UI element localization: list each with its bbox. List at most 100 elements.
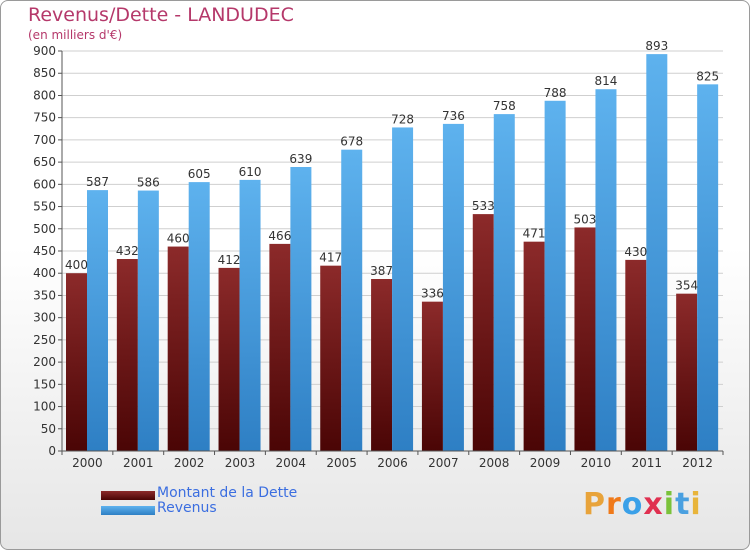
data-label-debt: 412 (218, 253, 241, 267)
data-label-revenue: 678 (340, 135, 363, 149)
data-label-debt: 336 (421, 287, 444, 301)
x-tick-label: 2010 (581, 456, 612, 470)
x-tick-label: 2005 (326, 456, 357, 470)
data-label-revenue: 605 (188, 167, 211, 181)
x-tick-label: 2003 (225, 456, 256, 470)
x-tick-label: 2012 (682, 456, 713, 470)
data-label-revenue: 825 (696, 69, 719, 83)
proxiti-logo: Proxiti (583, 487, 702, 522)
y-tick-label: 0 (48, 444, 56, 458)
logo-letter: o (621, 487, 644, 522)
bar-debt (523, 241, 545, 451)
data-label-debt: 400 (65, 258, 88, 272)
bar-revenue (239, 179, 261, 451)
y-tick-label: 600 (33, 177, 56, 191)
bar-revenue (442, 123, 464, 451)
y-tick-label: 50 (41, 422, 56, 436)
y-tick-label: 650 (33, 155, 56, 169)
x-tick-label: 2002 (174, 456, 205, 470)
y-tick-label: 400 (33, 266, 56, 280)
bar-debt (66, 273, 87, 451)
chart-subtitle: (en milliers d'€) (28, 28, 123, 42)
bar-revenue (87, 190, 108, 451)
legend-swatch-debt (101, 491, 155, 500)
data-label-debt: 430 (624, 245, 647, 259)
y-tick-label: 750 (33, 111, 56, 125)
y-tick-label: 500 (33, 222, 56, 236)
y-tick-label: 450 (33, 244, 56, 258)
data-label-debt: 387 (370, 264, 393, 278)
bar-revenue (544, 100, 566, 452)
bar-debt (320, 265, 342, 451)
legend-swatch-revenue (101, 506, 155, 515)
legend-label-revenue: Revenus (157, 500, 217, 516)
y-tick-label: 800 (33, 88, 56, 102)
bar-revenue (646, 54, 668, 451)
bar-debt (167, 246, 189, 451)
data-label-revenue: 610 (239, 165, 262, 179)
y-tick-label: 900 (33, 44, 56, 58)
bar-revenue (290, 167, 312, 451)
legend-label-debt: Montant de la Dette (157, 485, 298, 501)
logo-letter: x (643, 487, 664, 522)
y-tick-label: 550 (33, 200, 56, 214)
bar-revenue (392, 127, 414, 451)
bar-revenue (188, 182, 210, 451)
bar-revenue (595, 89, 617, 451)
bar-debt (116, 259, 138, 451)
x-tick-label: 2001 (123, 456, 154, 470)
bar-debt (472, 214, 494, 451)
bar-debt (625, 259, 647, 451)
data-label-revenue: 814 (595, 74, 618, 88)
y-tick-label: 100 (33, 400, 56, 414)
data-label-revenue: 728 (391, 112, 414, 126)
bar-debt (574, 227, 596, 451)
x-tick-label: 2009 (530, 456, 561, 470)
bar-debt (676, 293, 698, 451)
data-label-revenue: 639 (289, 152, 312, 166)
y-tick-label: 200 (33, 355, 56, 369)
x-tick-label: 2006 (377, 456, 408, 470)
bar-revenue (493, 114, 515, 451)
y-tick-label: 300 (33, 311, 56, 325)
data-label-revenue: 758 (493, 99, 516, 113)
y-tick-label: 150 (33, 377, 56, 391)
data-label-revenue: 788 (544, 86, 567, 100)
y-tick-label: 700 (33, 133, 56, 147)
logo-letter: i (663, 487, 676, 522)
y-tick-label: 850 (33, 66, 56, 80)
logo-letter: P (583, 487, 606, 522)
data-label-debt: 471 (523, 227, 546, 241)
data-label-revenue: 893 (645, 39, 668, 53)
data-label-debt: 460 (167, 232, 190, 246)
bar-debt (371, 279, 393, 451)
data-label-debt: 354 (675, 279, 698, 293)
y-tick-label: 350 (33, 288, 56, 302)
data-label-debt: 417 (319, 251, 342, 265)
data-label-revenue: 587 (86, 175, 109, 189)
x-tick-label: 2007 (428, 456, 459, 470)
bar-revenue (137, 190, 159, 452)
chart-title: Revenus/Dette - LANDUDEC (28, 4, 294, 26)
bar-debt (218, 267, 240, 451)
data-label-debt: 503 (574, 212, 597, 226)
x-tick-label: 2008 (479, 456, 510, 470)
bar-revenue (341, 149, 363, 451)
logo-letter: i (690, 487, 702, 522)
y-tick-label: 250 (33, 333, 56, 347)
x-tick-label: 2000 (72, 456, 103, 470)
x-tick-label: 2011 (631, 456, 662, 470)
data-label-revenue: 736 (442, 109, 465, 123)
data-label-debt: 466 (268, 229, 291, 243)
logo-letter: t (675, 487, 691, 522)
bar-revenue (697, 84, 719, 451)
bar-debt (269, 243, 291, 451)
data-label-debt: 533 (472, 199, 495, 213)
data-label-revenue: 586 (137, 176, 160, 190)
bar-debt (421, 301, 443, 451)
x-tick-label: 2004 (276, 456, 307, 470)
logo-letter: r (606, 487, 622, 522)
data-label-debt: 432 (116, 244, 139, 258)
